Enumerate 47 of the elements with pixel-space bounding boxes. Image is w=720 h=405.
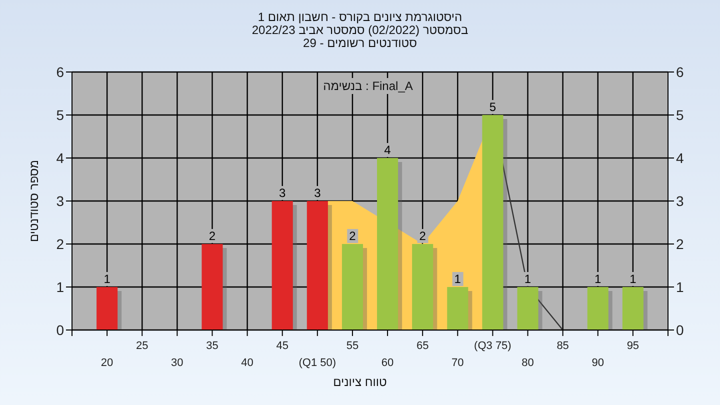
y-tick-label: 0 — [56, 322, 64, 338]
x-tick-label: (Q1 50) — [298, 357, 336, 369]
y-axis-title: מספר סטודנטים — [27, 160, 41, 242]
y-tick-label: 5 — [56, 107, 64, 123]
x-tick-label: 55 — [346, 340, 359, 352]
x-tick-label: 40 — [241, 357, 254, 369]
x-axis-title: טווח ציונים — [333, 375, 388, 389]
x-tick-label: (Q3 75) — [474, 340, 512, 352]
x-tick-label: 70 — [452, 357, 464, 369]
y2-tick-label: 5 — [676, 107, 684, 123]
chart-subtitle: בסמסטר (02/2022) סמסטר אביב 2022/23 סטודנטים רשומים - 29 — [252, 23, 468, 50]
y2-tick-label: 2 — [676, 236, 684, 252]
y2-tick-label: 4 — [676, 150, 684, 166]
x-tick-label: 65 — [416, 340, 429, 352]
data-label: 4 — [384, 143, 392, 157]
x-tick-label: 95 — [626, 340, 640, 352]
x-tick-label: 20 — [100, 357, 114, 369]
data-label: 2 — [208, 229, 216, 243]
data-label: 2 — [349, 229, 356, 243]
data-label: 1 — [454, 272, 462, 286]
y2-tick-label: 0 — [676, 322, 684, 338]
data-label: 3 — [314, 186, 322, 200]
data-label: 3 — [279, 186, 286, 200]
y-tick-label: 3 — [56, 193, 64, 209]
x-tick-label: 35 — [206, 340, 218, 352]
annotation: בנשימה : Final_A — [323, 79, 413, 93]
y2-tick-label: 6 — [676, 64, 684, 80]
data-label: 2 — [419, 229, 426, 243]
x-tick-label: 80 — [522, 357, 534, 369]
x-tick-label: 60 — [381, 357, 394, 369]
data-label: 1 — [630, 272, 637, 286]
x-tick-label: 90 — [592, 357, 604, 369]
chart-title: היסטוגרמת ציונים בקורס - חשבון תאום 1 — [258, 10, 462, 24]
y-tick-label: 1 — [56, 279, 64, 295]
y2-tick-label: 3 — [676, 193, 684, 209]
data-label: 1 — [594, 272, 602, 286]
x-tick-label: 25 — [136, 340, 148, 352]
data-label: 1 — [104, 272, 111, 286]
y-tick-label: 4 — [56, 150, 64, 166]
x-tick-label: 85 — [556, 340, 569, 352]
data-label: 5 — [489, 100, 496, 114]
y-tick-label: 2 — [56, 236, 64, 252]
data-label: 1 — [524, 272, 532, 286]
x-tick-label: 30 — [171, 357, 184, 369]
y2-tick-label: 1 — [676, 279, 684, 295]
x-tick-label: 45 — [276, 340, 288, 352]
y-tick-label: 6 — [56, 64, 64, 80]
